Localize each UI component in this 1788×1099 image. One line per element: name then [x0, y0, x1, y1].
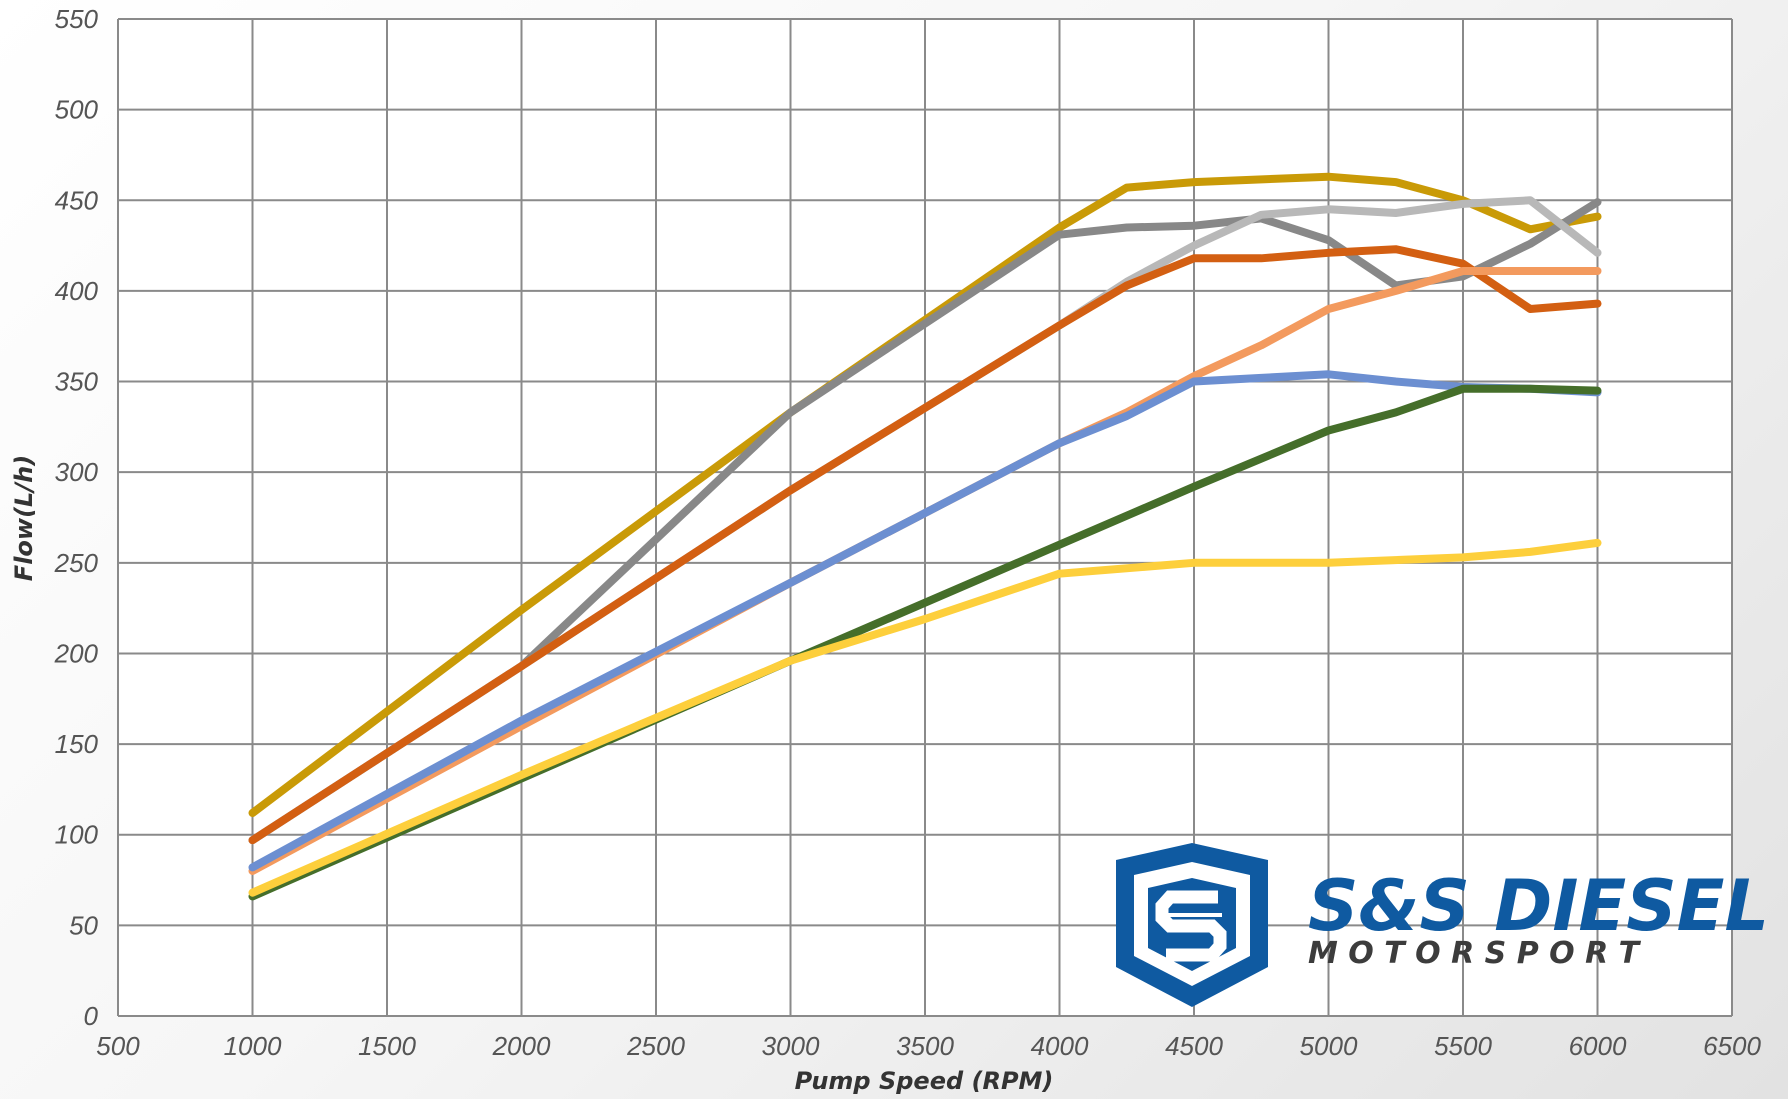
y-tick-label: 0: [84, 1001, 99, 1031]
y-tick-label: 300: [55, 457, 99, 487]
y-tick-label: 50: [69, 910, 98, 940]
x-tick-label: 1000: [224, 1031, 282, 1061]
y-tick-label: 500: [55, 95, 99, 125]
x-tick-label: 6500: [1703, 1031, 1761, 1061]
x-tick-label: 4500: [1165, 1031, 1223, 1061]
y-tick-label: 550: [55, 4, 99, 34]
logo-sub-text: M O T O R S P O R T: [1308, 936, 1642, 971]
series-lines: [248, 172, 1602, 901]
x-tick-label: 2000: [492, 1031, 551, 1061]
x-axis-title: Pump Speed (RPM): [795, 1067, 1054, 1095]
x-tick-label: 3500: [896, 1031, 954, 1061]
x-tick-label: 1500: [358, 1031, 416, 1061]
x-tick-label: 4000: [1031, 1031, 1089, 1061]
shield-icon: [1116, 843, 1268, 1007]
y-tick-label: 250: [54, 548, 99, 578]
y-tick-label: 400: [55, 276, 99, 306]
x-tick-label: 6000: [1569, 1031, 1627, 1061]
x-tick-label: 3000: [762, 1031, 820, 1061]
x-tick-label: 5500: [1434, 1031, 1492, 1061]
series-line-1: [248, 172, 1602, 817]
x-tick-label: 2500: [626, 1031, 685, 1061]
y-tick-label: 350: [55, 367, 99, 397]
y-tick-label: 150: [55, 729, 99, 759]
grid: [117, 18, 1733, 1017]
x-tick-label: 5000: [1300, 1031, 1358, 1061]
y-tick-label: 200: [54, 638, 99, 668]
logo-brand-text: S&S DIESEL: [1308, 865, 1769, 947]
y-tick-label: 100: [55, 820, 99, 850]
brand-logo: S&S DIESEL M O T O R S P O R T: [1116, 843, 1769, 1007]
y-axis-title: Flow(L/h): [10, 455, 38, 581]
tick-labels: 500 1000 1500 2000 2500 3000 3500 4000 4500 5000 5…: [54, 4, 1762, 1061]
y-tick-label: 450: [55, 185, 99, 215]
series-line-8: [248, 538, 1602, 897]
x-tick-label: 500: [96, 1031, 140, 1061]
